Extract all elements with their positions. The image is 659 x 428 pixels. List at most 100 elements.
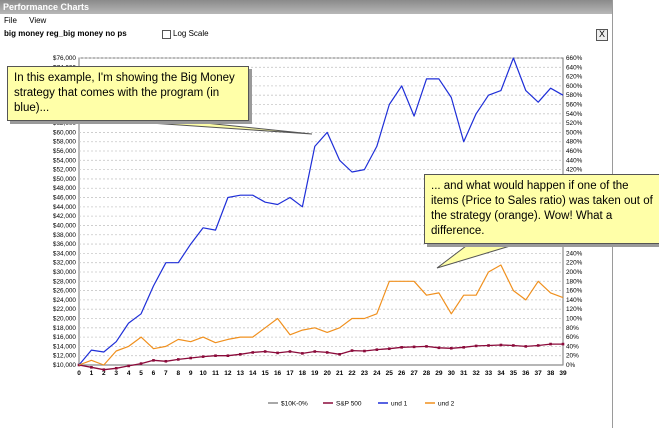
y-left-tick-label: $42,000 <box>53 213 77 220</box>
series-point <box>412 345 416 349</box>
y-left-tick-label: $20,000 <box>53 315 77 322</box>
menu-bar: File View <box>0 15 612 26</box>
x-tick-label: 34 <box>497 370 505 377</box>
y-right-tick-label: 460% <box>566 148 583 155</box>
menu-view[interactable]: View <box>29 16 47 25</box>
series-line <box>78 264 564 366</box>
legend-label: S&P 500 <box>336 400 362 407</box>
y-left-tick-label: $58,000 <box>53 139 77 146</box>
y-left-tick-label: $56,000 <box>53 148 77 155</box>
y-left-tick-label: $32,000 <box>53 260 77 267</box>
x-tick-label: 19 <box>311 370 319 377</box>
series-point <box>450 346 453 350</box>
series-point <box>375 348 379 351</box>
x-tick-label: 17 <box>286 370 294 377</box>
x-tick-label: 13 <box>237 370 245 377</box>
strategy-label: big money reg_big money no ps <box>4 29 127 38</box>
series-point <box>189 356 192 360</box>
y-right-tick-label: 260% <box>566 241 583 248</box>
series-point <box>561 342 565 346</box>
x-tick-label: 10 <box>199 370 207 377</box>
y-left-tick-label: $12,000 <box>53 353 77 360</box>
y-left-tick-label: $28,000 <box>53 278 77 285</box>
series-line <box>78 57 564 366</box>
y-right-tick-label: 440% <box>566 157 583 164</box>
y-left-tick-label: $22,000 <box>53 306 77 313</box>
series-point <box>512 344 515 347</box>
x-tick-label: 33 <box>485 370 493 377</box>
x-tick-label: 9 <box>189 370 193 377</box>
x-tick-label: 1 <box>90 370 94 377</box>
x-tick-label: 3 <box>114 370 118 377</box>
close-icon[interactable]: X <box>596 29 608 41</box>
series-point <box>325 351 329 354</box>
y-right-tick-label: 200% <box>566 269 583 276</box>
y-right-tick-label: 120% <box>566 306 583 313</box>
y-right-tick-label: 480% <box>566 139 583 146</box>
y-left-tick-label: $44,000 <box>53 204 77 211</box>
y-right-tick-label: 80% <box>566 325 579 332</box>
series-point <box>301 352 304 355</box>
x-tick-label: 14 <box>249 370 257 377</box>
series-point <box>263 350 267 353</box>
series-point <box>164 359 168 363</box>
series-point <box>437 346 441 350</box>
menu-file[interactable]: File <box>4 16 17 25</box>
y-right-tick-label: 140% <box>566 297 583 304</box>
y-left-tick-label: $46,000 <box>53 195 77 202</box>
y-left-tick-label: $40,000 <box>53 222 77 229</box>
y-left-tick-label: $26,000 <box>53 288 77 295</box>
x-tick-label: 11 <box>212 370 219 377</box>
log-scale-checkbox[interactable] <box>162 30 171 39</box>
x-tick-label: 25 <box>386 370 394 377</box>
series-point <box>474 344 478 348</box>
y-left-tick-label: $62,000 <box>53 120 77 127</box>
y-left-tick-label: $38,000 <box>53 232 77 239</box>
y-right-tick-label: 500% <box>566 129 583 136</box>
x-tick-label: 31 <box>460 370 468 377</box>
x-tick-label: 8 <box>176 370 180 377</box>
x-tick-label: 5 <box>139 370 143 377</box>
y-right-tick-label: 240% <box>566 250 583 257</box>
y-right-tick-label: 180% <box>566 278 583 285</box>
x-tick-label: 20 <box>324 370 332 377</box>
x-tick-label: 28 <box>423 370 431 377</box>
series-point <box>251 351 255 354</box>
y-left-tick-label: $24,000 <box>53 297 77 304</box>
callout-blue-strategy: In this example, I'm showing the Big Mon… <box>7 66 249 121</box>
toolbar: big money reg_big money no ps Log Scale … <box>0 27 612 41</box>
y-left-tick-label: $48,000 <box>53 185 77 192</box>
y-right-tick-label: 660% <box>566 55 583 62</box>
series-point <box>288 350 292 353</box>
y-right-tick-label: 520% <box>566 120 583 127</box>
x-tick-label: 7 <box>164 370 168 377</box>
y-left-tick-label: $54,000 <box>53 157 77 164</box>
y-left-tick-label: $10,000 <box>53 362 77 369</box>
series-point <box>152 359 155 362</box>
series-point <box>400 346 403 349</box>
x-tick-label: 4 <box>127 370 131 377</box>
x-tick-label: 0 <box>77 370 81 377</box>
series-point <box>102 368 106 371</box>
series-line <box>78 343 563 371</box>
x-tick-label: 21 <box>336 370 344 377</box>
x-tick-label: 12 <box>224 370 232 377</box>
callout-1-pointer <box>149 122 313 135</box>
y-left-tick-label: $16,000 <box>53 334 77 341</box>
series-point <box>363 349 366 353</box>
y-left-tick-label: $52,000 <box>53 167 77 174</box>
series-point <box>276 351 279 355</box>
y-right-tick-label: 0% <box>566 362 576 369</box>
y-left-tick-label: $36,000 <box>53 241 77 248</box>
x-tick-label: 23 <box>361 370 369 377</box>
series-point <box>201 355 205 358</box>
series-point <box>387 347 391 351</box>
series-point <box>114 366 118 370</box>
series-point <box>139 362 143 365</box>
y-left-tick-label: $14,000 <box>53 343 77 350</box>
series-point <box>499 343 503 347</box>
y-left-tick-label: $50,000 <box>53 176 77 183</box>
log-scale-label[interactable]: Log Scale <box>173 29 209 38</box>
x-tick-label: 35 <box>510 370 518 377</box>
series-point <box>90 366 93 369</box>
